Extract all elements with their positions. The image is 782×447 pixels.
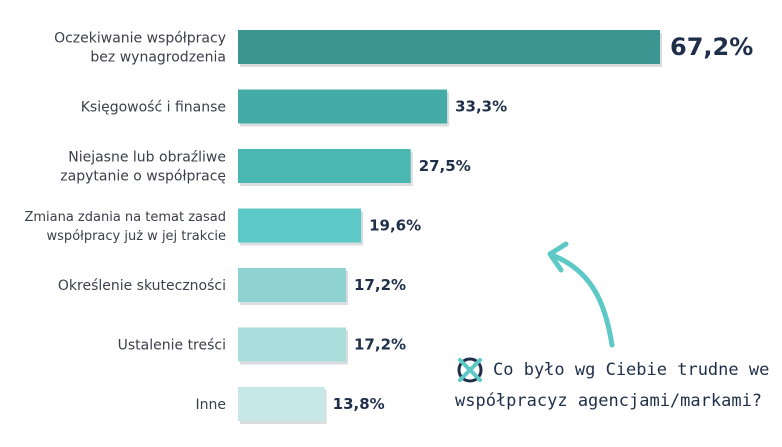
value-label: 17,2% (354, 336, 406, 354)
bar-7 (238, 387, 325, 421)
category-label: Inne (196, 397, 227, 413)
value-label: 17,2% (354, 276, 406, 294)
question-line-2: współpracyz agencjami/markami? (455, 391, 763, 411)
category-label-line: Niejasne lub obraźliwe (68, 150, 226, 166)
value-label: 13,8% (333, 395, 385, 413)
category-label-line: Określenie skuteczności (58, 278, 226, 294)
category-label: Niejasne lub obraźliwe zapytanie o współp… (60, 150, 226, 185)
value-label: 19,6% (369, 217, 421, 235)
bars-group (238, 30, 662, 424)
category-label-line: Inne (196, 397, 227, 413)
category-label: Oczekiwanie współpracy bez wynagrodzenia (54, 31, 226, 66)
bar-6 (238, 327, 347, 362)
bar-2 (238, 89, 448, 124)
category-label-line: Księgowość i finanse (81, 100, 226, 116)
category-label-line: zapytanie o współpracę (60, 169, 226, 185)
category-labels-group: Oczekiwanie współpracy bez wynagrodzenia K… (24, 31, 226, 414)
question-line-1: Co było wg Ciebie trudne we (493, 360, 770, 380)
category-label: Zmiana zdania na temat zasad współpracy j… (24, 210, 226, 244)
category-label: Księgowość i finanse (81, 100, 226, 116)
value-label: 33,3% (455, 98, 507, 116)
bar-4 (238, 208, 362, 243)
category-label: Określenie skuteczności (58, 278, 226, 294)
value-label: 67,2% (670, 33, 753, 61)
category-label-line: Zmiana zdania na temat zasad (24, 210, 226, 225)
value-label: 27,5% (419, 157, 471, 175)
curved-arrow-icon (549, 252, 615, 348)
bar-5 (238, 268, 347, 302)
value-labels-group: 67,2% 33,3% 27,5% 19,6% 17,2% 17,2% 13,8% (333, 33, 754, 413)
category-label-line: Ustalenie treści (118, 338, 226, 354)
bar-3 (238, 149, 411, 183)
category-label-line: Oczekiwanie współpracy (54, 31, 226, 47)
question-annotation: Co było wg Ciebie trudne we współpracyz … (455, 355, 775, 417)
arrow-head-icon (547, 241, 569, 273)
bar-1 (238, 30, 660, 64)
category-label: Ustalenie treści (118, 338, 226, 354)
x-circle-icon (457, 357, 483, 383)
category-label-line: współpracy już w jej trakcie (47, 229, 226, 244)
category-label-line: bez wynagrodzenia (90, 50, 226, 66)
